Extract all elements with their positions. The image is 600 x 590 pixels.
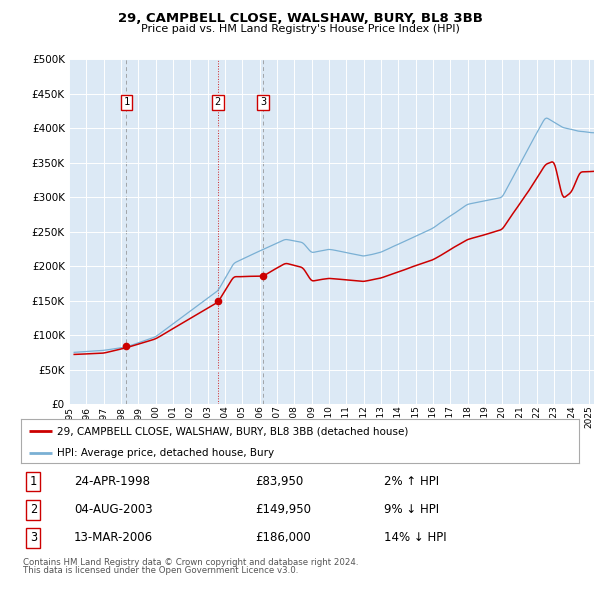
Text: 2: 2 bbox=[215, 97, 221, 107]
Text: £149,950: £149,950 bbox=[256, 503, 311, 516]
Text: 1: 1 bbox=[123, 97, 130, 107]
Text: 04-AUG-2003: 04-AUG-2003 bbox=[74, 503, 152, 516]
Text: 29, CAMPBELL CLOSE, WALSHAW, BURY, BL8 3BB (detached house): 29, CAMPBELL CLOSE, WALSHAW, BURY, BL8 3… bbox=[57, 427, 409, 436]
Text: 1: 1 bbox=[30, 475, 37, 488]
Text: 2% ↑ HPI: 2% ↑ HPI bbox=[384, 475, 439, 488]
Text: 13-MAR-2006: 13-MAR-2006 bbox=[74, 532, 153, 545]
Text: Contains HM Land Registry data © Crown copyright and database right 2024.: Contains HM Land Registry data © Crown c… bbox=[23, 558, 358, 566]
Text: £83,950: £83,950 bbox=[256, 475, 304, 488]
Text: 29, CAMPBELL CLOSE, WALSHAW, BURY, BL8 3BB: 29, CAMPBELL CLOSE, WALSHAW, BURY, BL8 3… bbox=[118, 12, 482, 25]
Text: 3: 3 bbox=[260, 97, 266, 107]
Text: £186,000: £186,000 bbox=[256, 532, 311, 545]
Text: Price paid vs. HM Land Registry's House Price Index (HPI): Price paid vs. HM Land Registry's House … bbox=[140, 24, 460, 34]
Text: 2: 2 bbox=[30, 503, 37, 516]
Text: This data is licensed under the Open Government Licence v3.0.: This data is licensed under the Open Gov… bbox=[23, 566, 298, 575]
Text: 9% ↓ HPI: 9% ↓ HPI bbox=[384, 503, 439, 516]
Text: 24-APR-1998: 24-APR-1998 bbox=[74, 475, 150, 488]
Text: HPI: Average price, detached house, Bury: HPI: Average price, detached house, Bury bbox=[57, 448, 274, 458]
Text: 3: 3 bbox=[30, 532, 37, 545]
Text: 14% ↓ HPI: 14% ↓ HPI bbox=[384, 532, 446, 545]
